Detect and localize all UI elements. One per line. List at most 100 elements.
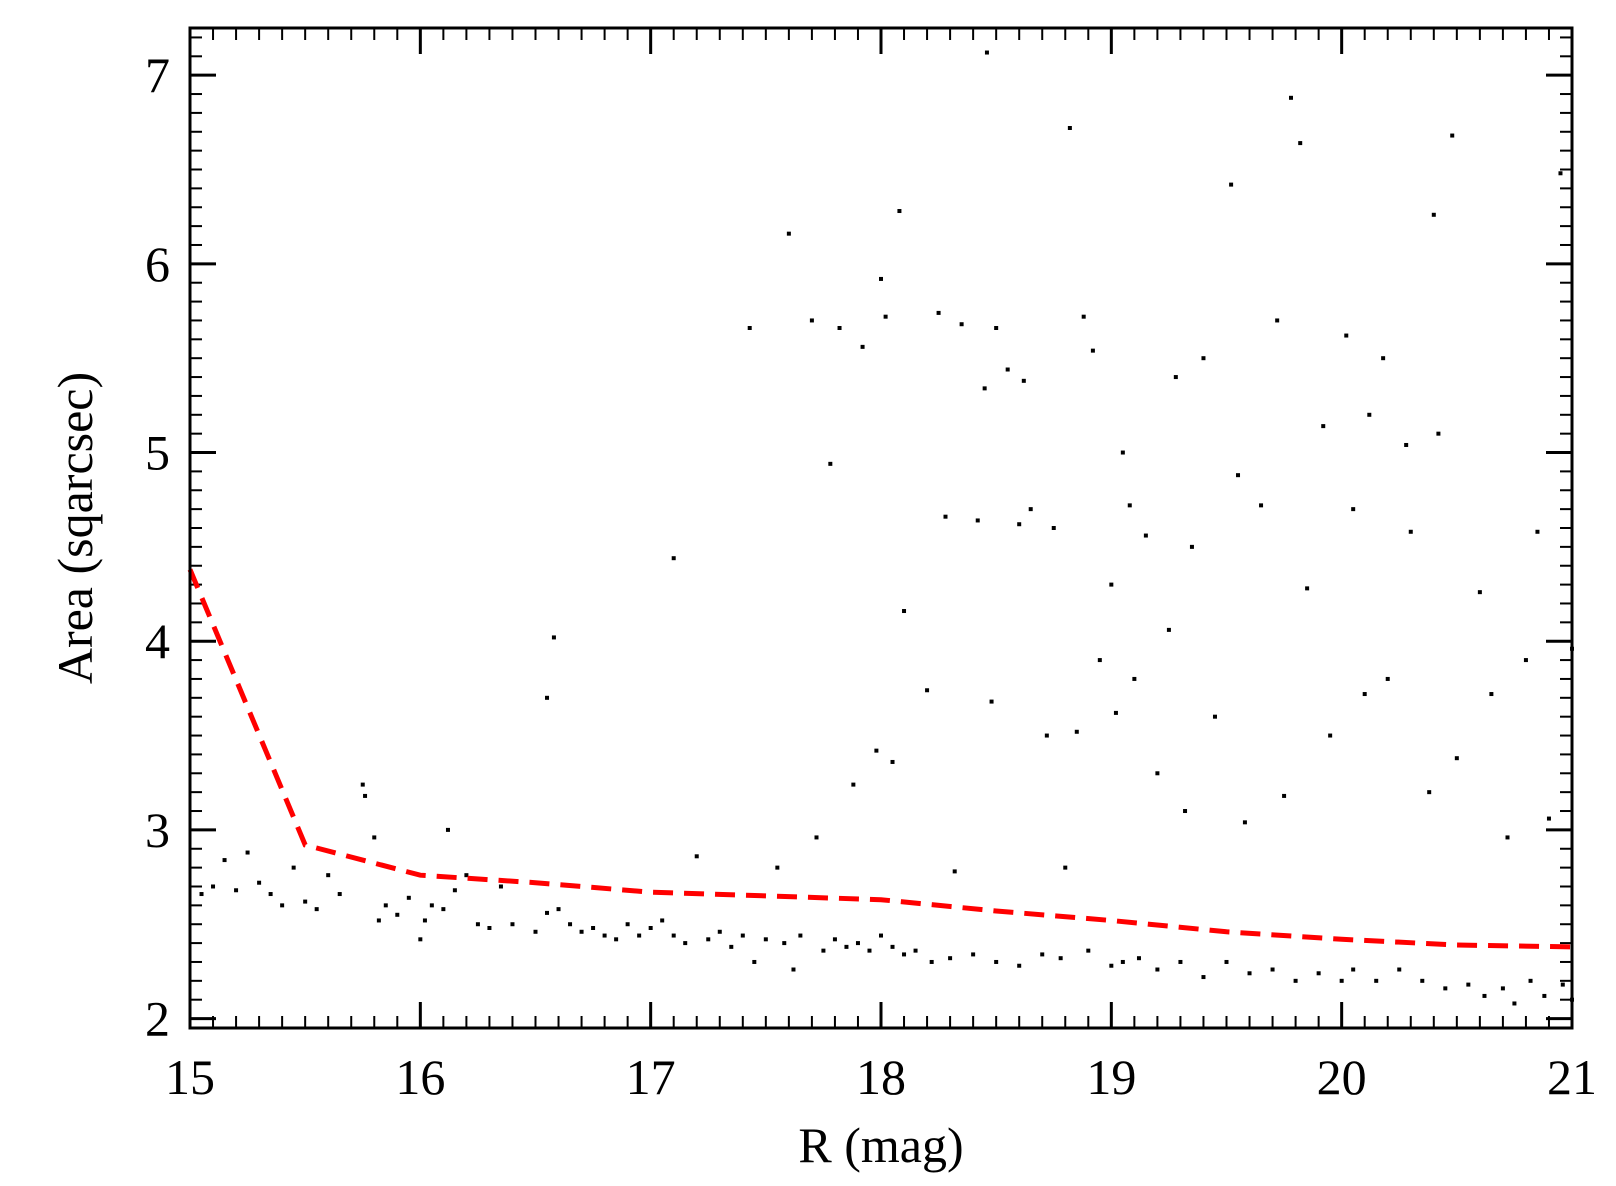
data-point [1155,967,1160,972]
data-point [706,937,711,942]
y-tick-label: 2 [145,991,170,1047]
data-point [982,386,987,391]
data-point [1229,182,1234,187]
data-point [1436,431,1441,436]
data-point [975,518,980,523]
data-point [245,850,250,855]
data-point [1236,473,1241,478]
data-point [943,514,948,519]
data-point [1546,816,1551,821]
x-tick-label: 16 [395,1049,445,1105]
data-point [1466,982,1471,987]
data-point [406,895,411,900]
data-point [545,695,550,700]
data-point [1028,507,1033,512]
data-point [533,929,538,934]
data-point [1305,586,1310,591]
data-point [1212,714,1217,719]
data-point [1178,959,1183,964]
data-point [1143,533,1148,538]
data-point [383,903,388,908]
data-point [1408,529,1413,534]
data-point [791,967,796,972]
scatter-points [199,50,1574,1006]
data-point [837,326,842,330]
data-point [602,933,607,938]
data-point [821,948,826,953]
y-tick-label: 4 [145,613,170,669]
x-tick-label: 17 [626,1049,676,1105]
data-point [625,922,630,927]
data-point [747,326,752,330]
data-point [498,884,503,889]
data-point [717,929,722,934]
x-tick-label: 18 [856,1049,906,1105]
data-point [568,922,573,927]
data-point [1542,993,1547,998]
data-point [925,688,930,693]
data-point [798,933,803,938]
data-point [984,50,989,55]
data-point [902,609,907,614]
data-point [376,918,381,923]
data-point [763,937,768,942]
data-point [1328,733,1333,738]
data-point [1385,676,1390,681]
data-point [879,276,883,281]
data-point [740,933,745,938]
data-point [683,941,688,946]
data-point [936,310,941,315]
data-point [199,892,204,897]
data-point [445,827,450,832]
data-point [775,865,780,870]
data-point [752,959,757,964]
data-point [1397,967,1402,972]
data-point [591,926,596,930]
data-point [579,929,584,934]
data-point [1155,771,1160,776]
data-point [1489,692,1494,697]
data-point [994,959,999,964]
x-tick-labels: 15 16 17 18 19 20 21 [165,1049,1597,1105]
data-point [1242,820,1247,825]
data-point [441,907,446,912]
data-point [1362,692,1367,697]
data-point [303,899,308,904]
data-point [614,937,619,942]
data-point [948,956,953,961]
y-tick-label: 5 [145,425,170,481]
data-point [1367,412,1372,417]
data-point [989,699,994,704]
data-point [1201,356,1206,361]
data-point [257,880,262,885]
data-point [1420,978,1425,983]
data-point [545,910,550,915]
data-point [1404,442,1409,447]
data-point [851,782,856,787]
data-point [883,314,888,319]
data-point [326,873,331,878]
data-point [551,635,556,640]
data-point [1381,356,1386,361]
data-point [1040,952,1045,957]
data-point [1127,503,1132,508]
data-point [1523,658,1528,663]
data-point [475,922,480,927]
data-point [1201,975,1206,980]
data-point [637,933,642,938]
data-point [1339,978,1344,983]
data-point [929,959,934,964]
data-point [1431,212,1436,217]
data-point [1316,971,1321,976]
data-point [1482,993,1487,998]
data-point [1505,835,1510,840]
data-point [1005,367,1010,372]
data-point [828,461,833,466]
data-point [1189,544,1194,549]
data-point [1063,865,1068,870]
data-point [671,933,676,938]
data-point [971,952,976,957]
data-point [1443,986,1448,991]
data-point [1136,956,1141,961]
threshold-line [187,568,1573,950]
